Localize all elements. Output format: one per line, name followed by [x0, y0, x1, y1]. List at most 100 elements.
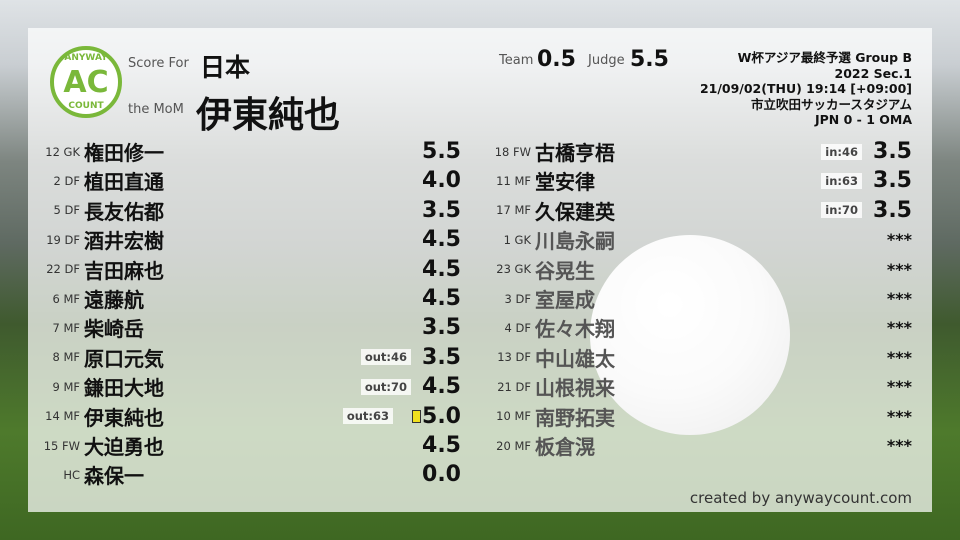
player-name: 長友佑都 [84, 199, 164, 224]
player-score: 5.5 [422, 139, 461, 164]
player-position: 10 MF [496, 409, 531, 424]
player-position: 15 FW [43, 438, 80, 453]
mom-name: 伊東純也 [196, 95, 341, 136]
logo-top-text: ANYWAY [64, 53, 108, 63]
team-score-label: Team [499, 53, 534, 68]
player-row: 22 DF 吉田麻也 4.5 [28, 255, 461, 284]
player-position: HC [63, 467, 80, 482]
player-score: *** [886, 436, 912, 455]
player-name: 堂安律 [535, 170, 595, 195]
player-row: 10 MF 南野拓実 *** [479, 402, 912, 431]
substitution-tag: in:63 [821, 172, 862, 189]
player-score: *** [886, 230, 912, 250]
player-name: 南野拓実 [535, 405, 615, 430]
substitution-tag: out:63 [342, 408, 393, 425]
player-position: 21 DF [497, 379, 531, 394]
yellow-card-icon [412, 409, 421, 423]
substitution-tag: in:70 [821, 202, 862, 219]
player-score: 4.5 [422, 286, 461, 311]
player-row: 5 DF 長友佑都 3.5 [28, 196, 461, 225]
player-row: 7 MF 柴崎岳 3.5 [28, 313, 461, 342]
match-info: W杯アジア最終予選 Group B 2022 Sec.1 21/09/02(TH… [700, 50, 912, 128]
player-position: 9 MF [52, 379, 80, 394]
player-score: *** [886, 406, 912, 426]
player-name: 山根視来 [535, 376, 615, 401]
section: 2022 Sec.1 [834, 65, 912, 81]
player-score: 5.0 [422, 403, 461, 429]
player-score: *** [886, 289, 912, 308]
player-score: 3.5 [873, 168, 912, 194]
player-name: 室屋成 [535, 288, 595, 312]
player-score: 0.0 [422, 462, 461, 488]
player-row: 20 MF 板倉滉 *** [479, 431, 912, 460]
player-name: 吉田麻也 [84, 258, 164, 283]
player-name: 川島永嗣 [535, 229, 615, 254]
score-for-label: Score For [128, 56, 189, 71]
player-score: 4.0 [422, 168, 461, 194]
competition: W杯アジア最終予選 Group B [737, 50, 912, 65]
player-name: 谷晃生 [535, 258, 595, 283]
player-row: 23 GK 谷晃生 *** [479, 255, 912, 284]
player-name: 森保一 [84, 464, 144, 489]
player-score: 3.5 [873, 139, 912, 164]
player-name: 古橋亨梧 [535, 141, 615, 165]
team-score: 0.5 [537, 47, 576, 72]
judge-score-label: Judge [588, 53, 625, 68]
player-position: 7 MF [52, 320, 80, 335]
player-row: 4 DF 佐々木翔 *** [479, 313, 912, 342]
player-row: 2 DF 植田直通 4.0 [28, 166, 461, 195]
venue: 市立吹田サッカースタジアム [750, 96, 912, 112]
player-row: 15 FW 大迫勇也 4.5 [28, 431, 461, 460]
player-score: *** [886, 259, 912, 279]
player-row: 1 GK 川島永嗣 *** [479, 225, 912, 254]
player-position: 8 MF [52, 350, 80, 365]
player-row: 12 GK 権田修一 5.5 [28, 137, 461, 166]
player-score: *** [886, 377, 912, 397]
player-position: 20 MF [496, 438, 531, 453]
player-name: 久保建英 [535, 199, 615, 224]
judge-score: 5.5 [630, 47, 669, 72]
anywaycount-logo: ANYWAY AC COUNT [50, 46, 122, 118]
player-row: HC 森保一 0.0 [28, 460, 461, 489]
player-position: 5 DF [53, 203, 80, 218]
player-score: *** [886, 347, 912, 367]
player-position: 18 FW [494, 144, 531, 159]
player-name: 大迫勇也 [84, 435, 164, 459]
player-position: 12 GK [45, 144, 80, 159]
player-name: 伊東純也 [84, 405, 164, 430]
player-name: 原口元気 [84, 346, 164, 371]
player-name: 佐々木翔 [535, 317, 615, 342]
score-panel [28, 28, 932, 512]
player-score: 4.5 [422, 374, 461, 400]
player-score: 4.5 [422, 227, 461, 253]
player-score: 3.5 [422, 344, 461, 370]
player-row: 13 DF 中山雄太 *** [479, 343, 912, 372]
player-row: 3 DF 室屋成 *** [479, 284, 912, 313]
player-row: 17 MF 久保建英 in:70 3.5 [479, 196, 912, 225]
player-row: 18 FW 古橋亨梧 in:46 3.5 [479, 137, 912, 166]
player-row: 8 MF 原口元気 out:46 3.5 [28, 343, 461, 372]
substitution-tag: out:70 [360, 378, 411, 395]
player-score: *** [886, 318, 912, 338]
player-score: 3.5 [422, 197, 461, 223]
player-name: 酒井宏樹 [84, 229, 164, 254]
player-position: 17 MF [496, 203, 531, 218]
player-name: 板倉滉 [535, 435, 595, 459]
player-row: 9 MF 鎌田大地 out:70 4.5 [28, 372, 461, 401]
player-position: 19 DF [46, 232, 80, 247]
player-position: 23 GK [496, 262, 531, 277]
logo-bottom-text: COUNT [68, 101, 104, 111]
player-position: 6 MF [52, 291, 80, 306]
player-position: 2 DF [53, 173, 80, 188]
player-row: 21 DF 山根視来 *** [479, 372, 912, 401]
player-position: 14 MF [45, 409, 80, 424]
player-score: 4.5 [422, 433, 461, 458]
match-result: JPN 0 - 1 OMA [814, 112, 912, 127]
logo-mid-text: AC [63, 64, 109, 100]
player-position: 22 DF [46, 262, 80, 277]
player-name: 遠藤航 [84, 288, 144, 312]
credit: created by anywaycount.com [689, 489, 912, 507]
mom-label: the MoM [128, 102, 184, 117]
team-name: 日本 [200, 53, 251, 82]
player-name: 中山雄太 [535, 346, 615, 371]
